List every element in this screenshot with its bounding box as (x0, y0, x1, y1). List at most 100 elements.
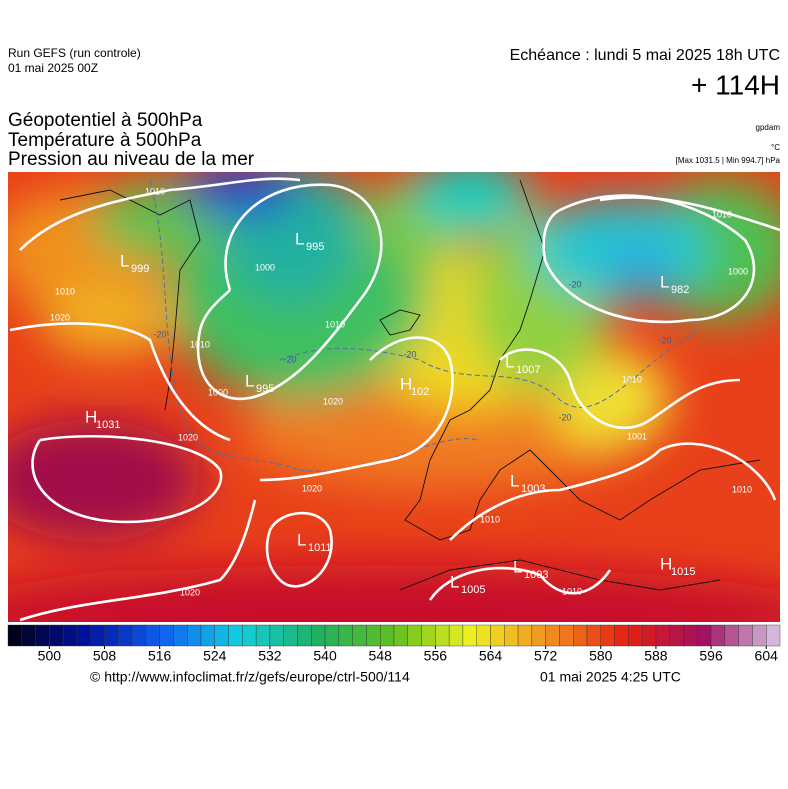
colorbar-cell (62, 624, 78, 647)
center-type: L (505, 352, 514, 371)
colorbar-cell (628, 624, 643, 647)
colorbar-cell (366, 624, 381, 647)
colorbar-cell (614, 624, 629, 647)
colorbar-tick-label: 588 (644, 648, 668, 664)
colorbar-cell (145, 624, 160, 647)
colorbar-cell (738, 624, 753, 647)
colorbar-cell (187, 624, 202, 647)
center-value: 1007 (516, 364, 540, 376)
center-type: L (297, 530, 306, 549)
isobar-label: 1010 (622, 374, 642, 384)
colorbar-cell (710, 624, 726, 647)
colorbar-tick-label: 548 (369, 648, 393, 664)
run: Run GEFS (run controle) (8, 46, 141, 60)
center-value: 1015 (671, 566, 695, 578)
field: Température à 500hPa (8, 130, 202, 151)
lead-time: + 114H (691, 69, 780, 100)
colorbar-cell (586, 624, 601, 647)
center-type: L (450, 572, 459, 591)
colorbar-cell (283, 624, 298, 647)
temperature-label: -20 (558, 412, 571, 422)
isobar-label: 1010 (562, 586, 582, 596)
colorbar-cell (49, 624, 64, 647)
temperature-label: -20 (283, 354, 296, 364)
center-type: L (513, 557, 522, 576)
center-type: H (400, 374, 412, 393)
colorbar-cell (504, 624, 519, 647)
map (8, 172, 780, 622)
center-type: H (660, 554, 672, 573)
colorbar-cell (435, 624, 450, 647)
center-value: 1003 (521, 483, 545, 495)
colorbar-cell (545, 624, 560, 647)
isobar-label: 1020 (180, 587, 200, 597)
center-value: 1031 (96, 419, 120, 431)
colorbar-cell (118, 624, 133, 647)
temperature-label: -20 (658, 335, 671, 345)
colorbar-tick-label: 556 (424, 648, 448, 664)
colorbar-cell (311, 624, 326, 647)
colorbar-cell (407, 624, 422, 647)
isobar-label: 1010 (145, 186, 165, 196)
isobar-label: 1000 (255, 262, 275, 272)
center-value: 999 (131, 263, 149, 275)
colorbar-cell (697, 624, 712, 647)
issued: 01 mai 2025 4:25 UTC (540, 669, 681, 685)
colorbar-cell (462, 624, 477, 647)
isobar-label: 1010 (732, 484, 752, 494)
isobar-label: 1020 (323, 396, 343, 406)
source: © http://www.infoclimat.fr/z/gefs/europe… (90, 669, 410, 685)
colorbar-tick-label: 572 (534, 648, 558, 664)
center-type: H (85, 407, 97, 426)
colorbar-cell (324, 624, 340, 647)
isobar-label: 1001 (627, 431, 647, 441)
colorbar-cell (131, 624, 147, 647)
colorbar-tick-label: 516 (148, 648, 172, 664)
colorbar-cell (724, 624, 739, 647)
colorbar-tick-label: 564 (479, 648, 503, 664)
colorbar-cell (76, 624, 91, 647)
center-value: 102 (411, 386, 429, 398)
colorbar-cell (297, 624, 312, 647)
colorbar-cell (573, 624, 588, 647)
center-type: L (510, 471, 519, 490)
colorbar-cell (669, 624, 684, 647)
colorbar-tick-label: 540 (313, 648, 337, 664)
colorbar-cell (421, 624, 436, 647)
isobar-label: 1010 (712, 209, 732, 219)
center-type: L (245, 371, 254, 390)
colorbar-cell (104, 624, 119, 647)
colorbar-cell (35, 624, 50, 647)
colorbar-cell (90, 624, 105, 647)
colorbar-cell (159, 624, 174, 647)
colorbar-cell (752, 624, 767, 647)
colorbar-cell (559, 624, 574, 647)
center-type: L (660, 272, 669, 291)
isobar-label: 1000 (728, 266, 748, 276)
colorbar-cell (380, 624, 395, 647)
colorbar-cell (393, 624, 408, 647)
colorbar-tick-label: 604 (755, 648, 779, 664)
center-value: 1003 (524, 569, 548, 581)
valid-time: Echéance : lundi 5 mai 2025 18h UTC (510, 47, 780, 64)
colorbar-tick-label: 508 (93, 648, 117, 664)
colorbar-cell (683, 624, 698, 647)
colorbar-cell (517, 624, 533, 647)
isobar-label: 1020 (302, 483, 322, 493)
isobar-label: 1020 (178, 432, 198, 442)
isobar-label: 1020 (50, 312, 70, 322)
colorbar-cell (641, 624, 657, 647)
temperature-label: -20 (568, 279, 581, 289)
center-value: 982 (671, 284, 689, 296)
colorbar-cell (214, 624, 229, 647)
isobar-label: 1010 (480, 514, 500, 524)
colorbar-cell (655, 624, 670, 647)
colorbar-cell (228, 624, 243, 647)
center-value: 995 (256, 383, 274, 395)
colorbar-cell (200, 624, 215, 647)
colorbar-cell (531, 624, 546, 647)
colorbar-tick-label: 532 (258, 648, 282, 664)
field: Géopotentiel à 500hPa (8, 110, 203, 131)
